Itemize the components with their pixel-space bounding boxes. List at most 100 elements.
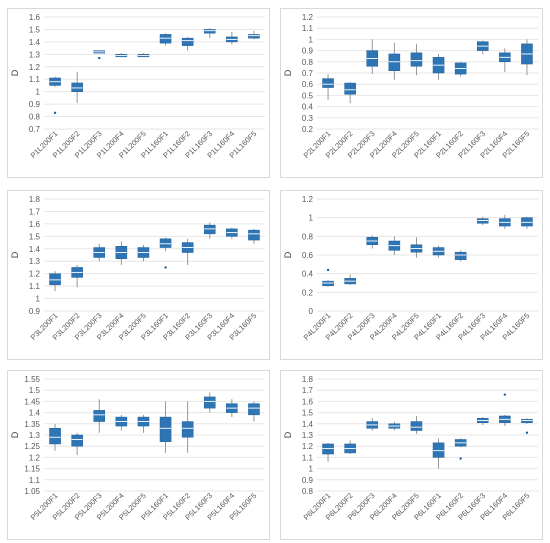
y-tick-label: 1.5 (29, 232, 41, 241)
y-tick-label: 1.2 (29, 63, 41, 72)
y-tick-label: 0.4 (302, 270, 314, 279)
y-axis-label: D (10, 69, 20, 76)
y-tick-label: 1.2 (29, 453, 41, 462)
box (49, 428, 61, 445)
box (322, 443, 334, 455)
y-tick-label: 1.35 (24, 420, 40, 429)
box (203, 224, 216, 235)
chart-svg: 0.20.30.40.50.60.70.80.911.11.2DP2L200F1… (283, 13, 538, 160)
box (181, 421, 194, 438)
y-tick-label: 0.8 (302, 232, 314, 241)
y-axis-label: D (10, 251, 20, 258)
y-tick-label: 1 (309, 35, 314, 44)
y-tick-label: 0.9 (302, 47, 314, 56)
chart-panel: 0.9 1 1.1 1.2 1.3 1.4 1.5 1.6 1.7 1.8 D P3L200F1 P3L… (7, 190, 270, 360)
chart-svg: 0.80.911.11.21.31.41.51.61.71.8DP6L200F1… (283, 375, 538, 522)
y-tick-label: 1.5 (29, 386, 41, 395)
y-tick-label: 1.4 (29, 38, 41, 47)
box (521, 217, 533, 227)
y-tick-label: 1.5 (29, 25, 41, 34)
y-tick-label: 1.1 (29, 75, 41, 84)
y-tick-label: 0.2 (302, 125, 314, 134)
y-tick-label: 1.2 (302, 442, 314, 451)
box (49, 273, 61, 286)
outlier-point (98, 56, 101, 60)
y-tick-label: 1.5 (302, 409, 314, 418)
y-tick-label: 1.2 (29, 270, 41, 279)
box (71, 434, 83, 447)
y-tick-label: 1.05 (24, 487, 40, 496)
y-tick-label: 1.3 (29, 50, 41, 59)
y-tick-label: 0.2 (302, 288, 314, 297)
y-tick-label: 0.3 (302, 114, 314, 123)
y-tick-label: 1 (309, 214, 314, 223)
box (322, 78, 334, 88)
chart-panel: 0.7 0.8 0.9 1 1.1 1.2 1.3 1.4 1.5 1.6 D P1L200F1 P1L… (7, 8, 270, 178)
y-tick-label: 0.6 (302, 80, 314, 89)
box (344, 82, 356, 95)
box (203, 396, 216, 409)
box (71, 82, 83, 92)
chart-svg: 00.20.40.60.811.2DP4L200F1P4L200F2P4L200… (283, 195, 538, 342)
chart-panel: 1.05 1.1 1.15 1.2 1.25 1.3 1.35 1.4 1.45 1.5 1.55 D… (7, 370, 270, 540)
y-tick-label: 1 (36, 295, 41, 304)
chart-svg: 0.911.11.21.31.41.51.61.71.8DP3L200F1P3L… (10, 195, 265, 342)
box (410, 52, 423, 67)
y-tick-label: 0.4 (302, 103, 314, 112)
outlier-point (53, 111, 57, 115)
box (322, 280, 334, 287)
y-tick-label: 0.9 (29, 100, 41, 109)
y-tick-label: 0.9 (302, 476, 314, 485)
box (93, 410, 106, 422)
y-tick-label: 1.4 (302, 420, 314, 429)
chart-svg: 0.70.80.911.11.21.31.41.51.6DP1L200F1P1L… (10, 13, 265, 160)
y-tick-label: 1.15 (24, 465, 40, 474)
chart-panel: 0.8 0.9 1 1.1 1.2 1.3 1.4 1.5 1.6 1.7 1.8 D P6L200F1… (280, 370, 543, 540)
box (181, 37, 194, 46)
y-tick-label: 1.2 (302, 13, 314, 22)
box (248, 403, 260, 416)
chart-panel: 0 0.2 0.4 0.6 0.8 1 1.2 D P4L200F1 P4L200F2 P4L200… (280, 190, 543, 360)
y-tick-label: 1.4 (29, 409, 41, 418)
y-tick-label: 1.3 (29, 431, 41, 440)
chart-panel: 0.2 0.3 0.4 0.5 0.6 0.7 0.8 0.9 1 1.1 1.2 D P2L200F1… (280, 8, 543, 178)
y-tick-label: 1.1 (29, 282, 41, 291)
outlier-point (503, 393, 507, 396)
box (432, 442, 445, 458)
y-tick-label: 0.7 (29, 125, 41, 134)
box (388, 53, 401, 72)
box (454, 251, 467, 260)
y-axis-label: D (283, 431, 293, 438)
box (248, 229, 260, 241)
box (159, 416, 172, 442)
y-tick-label: 1.8 (302, 375, 314, 384)
outlier-point (326, 268, 330, 272)
box (203, 29, 216, 34)
y-tick-label: 1.1 (302, 24, 314, 33)
y-tick-label: 0.8 (302, 58, 314, 67)
y-tick-label: 1.7 (302, 386, 314, 395)
box (248, 34, 260, 39)
y-tick-label: 0 (309, 307, 314, 316)
y-tick-label: 0.8 (29, 113, 41, 122)
y-axis-label: D (10, 431, 20, 438)
y-tick-label: 1.3 (29, 257, 41, 266)
y-tick-label: 1.3 (302, 431, 314, 440)
y-tick-label: 1 (36, 88, 41, 97)
outlier-point (459, 457, 462, 460)
y-tick-label: 1.8 (29, 195, 41, 204)
y-tick-label: 1.45 (24, 397, 40, 406)
y-tick-label: 1.1 (29, 476, 41, 485)
y-axis-label: D (283, 69, 293, 76)
outlier-point (525, 431, 529, 434)
y-tick-label: 0.6 (302, 251, 314, 260)
box (159, 34, 172, 44)
y-tick-label: 1.55 (24, 375, 40, 384)
y-tick-label: 1.1 (302, 453, 314, 462)
y-tick-label: 0.8 (302, 487, 314, 496)
outlier-point (164, 266, 167, 269)
y-tick-label: 1.6 (29, 13, 41, 22)
box (159, 238, 172, 248)
y-tick-label: 1.7 (29, 207, 41, 216)
